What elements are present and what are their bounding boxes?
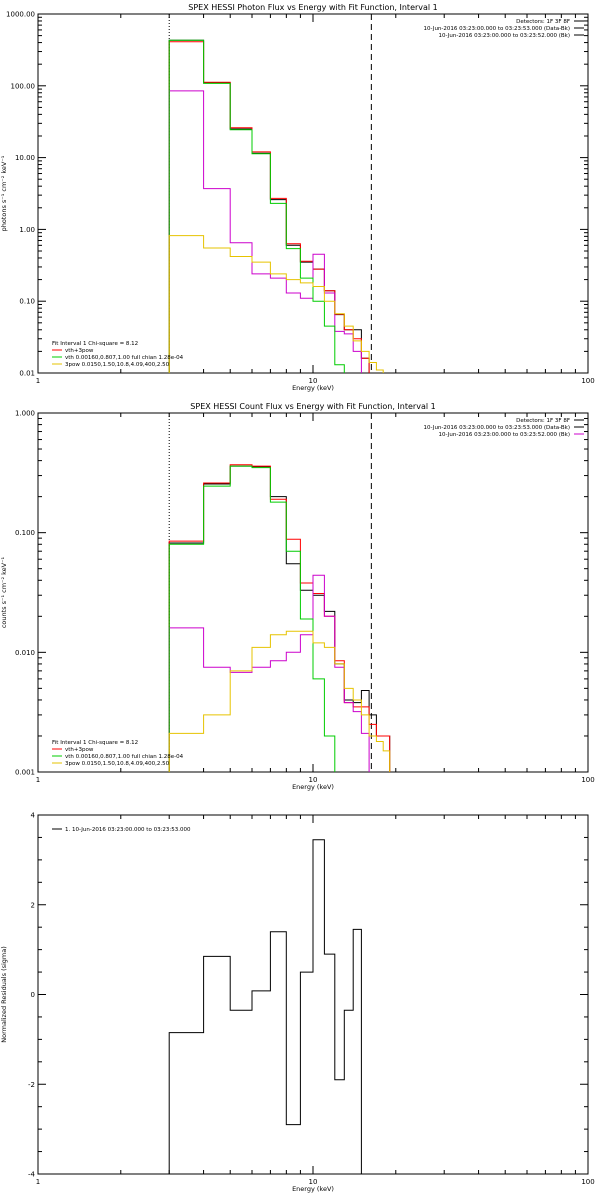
- y-tick-label: -2: [28, 1081, 35, 1089]
- legend-entry: vth 0.00160,0.807,1.00 full chian 1.28e-…: [65, 355, 184, 361]
- plot-area: [168, 413, 391, 772]
- x-tick-label: 10: [309, 776, 318, 784]
- chart-title: SPEX HESSI Photon Flux vs Energy with Fi…: [188, 3, 438, 12]
- x-tick-label: 1: [36, 377, 40, 385]
- x-axis-label: Energy (keV): [292, 384, 334, 392]
- x-axis-label: Energy (keV): [292, 783, 334, 791]
- y-tick-label: 0: [31, 991, 35, 999]
- y-tick-label: 1000.00: [6, 11, 35, 19]
- x-tick-label: 100: [581, 377, 594, 385]
- y-tick-label: 2: [31, 901, 35, 909]
- y-tick-label: 0.01: [19, 370, 35, 378]
- y-tick-label: 10.00: [15, 154, 35, 162]
- y-axis-label: Normalized Residuals (sigma): [0, 946, 8, 1043]
- plot-area: [168, 839, 370, 1174]
- y-tick-label: 0.001: [15, 769, 35, 777]
- header-line: Detectors: 1F 3F 8F: [516, 418, 570, 424]
- x-tick-label: 100: [581, 1178, 594, 1186]
- legend-entry: Fit Interval 1 Chi-square = 8.12: [52, 740, 138, 746]
- y-tick-label: 0.10: [19, 298, 35, 306]
- y-axis-label: counts s⁻¹ cm⁻² keV⁻¹: [0, 556, 8, 628]
- legend-entry: Fit Interval 1 Chi-square = 8.12: [52, 341, 138, 347]
- y-tick-label: -4: [28, 1171, 36, 1179]
- y-tick-label: 1.00: [19, 226, 35, 234]
- y-tick-label: 1.000: [15, 410, 35, 418]
- header-line: 10-Jun-2016 03:23:00.000 to 03:23:53.000…: [424, 26, 570, 32]
- plot-area: [168, 14, 384, 373]
- x-tick-label: 100: [581, 776, 594, 784]
- header-line: 10-Jun-2016 03:23:00.000 to 03:23:53.000…: [424, 425, 570, 431]
- x-tick-label: 10: [309, 1178, 318, 1186]
- x-tick-label: 1: [36, 776, 40, 784]
- series-thermal: [168, 465, 336, 772]
- series-residuals: [168, 839, 370, 1174]
- series-thermal: [168, 39, 345, 373]
- y-axis-label: photons s⁻¹ cm⁻² keV⁻¹: [0, 155, 8, 231]
- header-line: 10-Jun-2016 03:23:00.000 to 03:23:52.000…: [438, 33, 570, 39]
- series-background: [168, 574, 370, 772]
- header-line: Detectors: 1F 3F 8F: [516, 19, 570, 25]
- x-tick-label: 10: [309, 377, 318, 385]
- plot-frame: [37, 13, 589, 374]
- y-tick-label: 0.010: [15, 649, 35, 657]
- chart-title: SPEX HESSI Count Flux vs Energy with Fit…: [190, 402, 435, 411]
- y-tick-label: 100.00: [11, 82, 36, 90]
- x-tick-label: 1: [36, 1178, 40, 1186]
- legend-entry: 3pow 0.0150,1.50,10.8,4.09,400,2.50: [65, 362, 170, 368]
- legend-entry: vth 0.00160,0.807,1.00 full chian 1.28e-…: [65, 754, 184, 760]
- legend-entry: 3pow 0.0150,1.50,10.8,4.09,400,2.50: [65, 761, 170, 767]
- legend-entry: vth+3pow: [65, 348, 94, 354]
- panel-1: 1 10 100 Energy (keV) 0.01 0.10 1.00 10.00 100.0…: [0, 3, 595, 392]
- series-background: [168, 90, 362, 373]
- series-power-law: [168, 630, 391, 772]
- y-tick-label: 0.100: [15, 529, 35, 537]
- header-line: 10-Jun-2016 03:23:00.000 to 03:23:52.000…: [438, 432, 570, 438]
- legend-entry: vth+3pow: [65, 747, 94, 753]
- y-tick-label: 4: [31, 812, 36, 820]
- series-power-law: [168, 235, 384, 373]
- panel-2: 1 10 100 Energy (keV) 0.001 0.010 0.100 1.000 co…: [0, 402, 595, 791]
- legend-entry: 1. 10-Jun-2016 03:23:00.000 to 03:23:53.…: [65, 827, 191, 833]
- x-axis-label: Energy (keV): [292, 1185, 334, 1193]
- panel-3: 1 10 100 Energy (keV) -4 -2 0 2 4 Normalized Resi…: [0, 812, 595, 1194]
